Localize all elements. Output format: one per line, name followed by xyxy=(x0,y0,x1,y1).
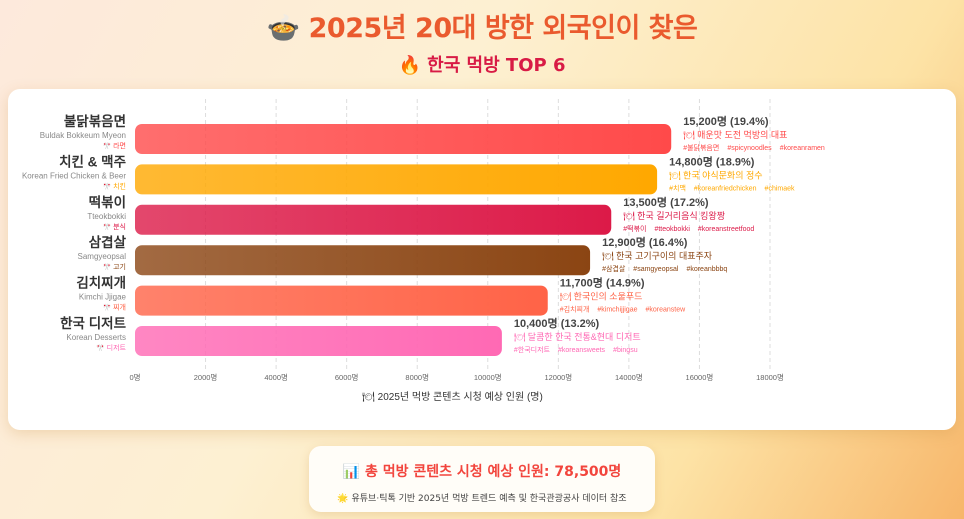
cooking-pot-icon: 🍲 xyxy=(266,13,301,44)
value-label: 10,400명 (13.2%) xyxy=(514,316,600,330)
hashtag: #koreanbbbq xyxy=(686,266,727,273)
x-tick-label: 8000명 xyxy=(405,372,429,382)
x-tick-label: 16000명 xyxy=(686,372,714,382)
bar xyxy=(135,124,672,154)
category-english: Kimchi Jjigae xyxy=(79,293,127,302)
description: 🍽 한국 고기구이의 대표주자 xyxy=(602,251,713,261)
hashtag: #koreanstreetfood xyxy=(698,226,755,233)
hashtag: #chimaek xyxy=(765,185,795,192)
category-english: Tteokbokki xyxy=(87,212,126,221)
value-label: 13,500명 (17.2%) xyxy=(623,195,709,209)
hashtag: #bingsu xyxy=(613,347,638,354)
total-text: 📊 총 먹방 콘텐츠 시청 예상 인원: 78,500명 xyxy=(342,464,622,480)
hashtag: #koreansweets xyxy=(558,347,606,354)
hashtag: #spicynoodles xyxy=(727,145,772,152)
category-tag: 🎌 치킨 xyxy=(102,181,126,190)
chart-card: 0명 2000명 4000명 6000명 8000명 10000명 12000명 14000명… xyxy=(8,89,956,430)
category-english: Samgyeopsal xyxy=(78,252,127,261)
category-label: 불닭볶음면 xyxy=(64,113,126,129)
hashtag: #koreanstew xyxy=(645,307,686,314)
description: 🍽 달콤한 한국 전통&현대 디저트 xyxy=(514,331,641,342)
total-summary: 📊 총 먹방 콘텐츠 시청 예상 인원: 78,500명 🌟 유튜브·틱톡 기반… xyxy=(309,446,655,512)
description: 🍽 한국 야식문화의 정수 xyxy=(669,170,762,180)
category-tag: 🎌 라면 xyxy=(102,141,126,150)
x-tick-label: 4000명 xyxy=(264,372,288,382)
hashtag: #samgyeopsal xyxy=(633,266,679,273)
description: 🍽 한국인의 소울푸드 xyxy=(560,292,643,302)
bar xyxy=(135,204,612,235)
category-label: 한국 디저트 xyxy=(60,316,126,331)
x-tick-label: 6000명 xyxy=(335,372,359,382)
bar xyxy=(135,326,502,356)
category-label: 치킨 & 맥주 xyxy=(59,153,126,169)
hashtag: #치맥 xyxy=(669,183,686,192)
category-label: 김치찌개 xyxy=(76,276,126,291)
x-tick-label: 0명 xyxy=(129,372,140,382)
x-tick-label: 18000명 xyxy=(756,372,784,382)
category-english: Korean Desserts xyxy=(66,333,126,342)
category-tag: 🎌 찌개 xyxy=(102,303,126,312)
hashtag: #한국디저트 xyxy=(514,345,551,354)
hashtag: #불닭볶음면 xyxy=(683,143,719,152)
category-tag: 🎌 디저트 xyxy=(96,343,127,352)
hashtag: #koreanfriedchicken xyxy=(694,185,757,192)
chart-title: 🍲 2025년 20대 방한 외국인이 찾은 xyxy=(266,13,698,44)
description: 🍽 매운맛 도전 먹방의 대표 xyxy=(683,130,787,140)
value-label: 15,200명 (19.4%) xyxy=(683,114,769,128)
category-label: 떡볶이 xyxy=(89,194,126,210)
hashtag: #kimchijjigae xyxy=(597,307,637,314)
hashtag: #koreanramen xyxy=(780,145,825,152)
x-axis-label: 🍽 2025년 먹방 콘텐츠 시청 예상 인원 (명) xyxy=(362,391,543,403)
hashtag: #tteokbokki xyxy=(654,226,690,233)
chart-subtitle: 🔥 한국 먹방 TOP 6 xyxy=(398,55,566,76)
x-tick-label: 2000명 xyxy=(194,372,218,382)
bar xyxy=(135,164,658,195)
bar-chart: 0명 2000명 4000명 6000명 8000명 10000명 12000명 14000명… xyxy=(22,99,825,403)
x-tick-label: 14000명 xyxy=(615,372,643,382)
category-english: Korean Fried Chicken & Beer xyxy=(22,171,126,180)
hashtag: #김치찌개 xyxy=(560,305,590,314)
description: 🍽 한국 길거리음식 킹왕짱 xyxy=(623,210,725,221)
category-english: Buldak Bokkeum Myeon xyxy=(40,131,126,140)
source-note: 🌟 유튜브·틱톡 기반 2025년 먹방 트렌드 예측 및 한국관광공사 데이터… xyxy=(337,494,627,504)
x-tick-label: 10000명 xyxy=(474,372,502,382)
value-label: 14,800명 (18.9%) xyxy=(669,154,755,168)
category-tag: 🎌 고기 xyxy=(102,262,126,271)
x-tick-label: 12000명 xyxy=(544,372,572,382)
category-label: 삼겹살 xyxy=(89,234,127,250)
hashtag: #삼겹살 xyxy=(602,264,626,273)
bar xyxy=(135,245,591,276)
hashtag: #떡볶이 xyxy=(623,224,646,233)
category-tag: 🎌 분식 xyxy=(102,222,126,231)
value-label: 11,700명 (14.9%) xyxy=(560,276,645,290)
value-label: 12,900명 (16.4%) xyxy=(602,235,688,249)
bar xyxy=(135,285,548,316)
